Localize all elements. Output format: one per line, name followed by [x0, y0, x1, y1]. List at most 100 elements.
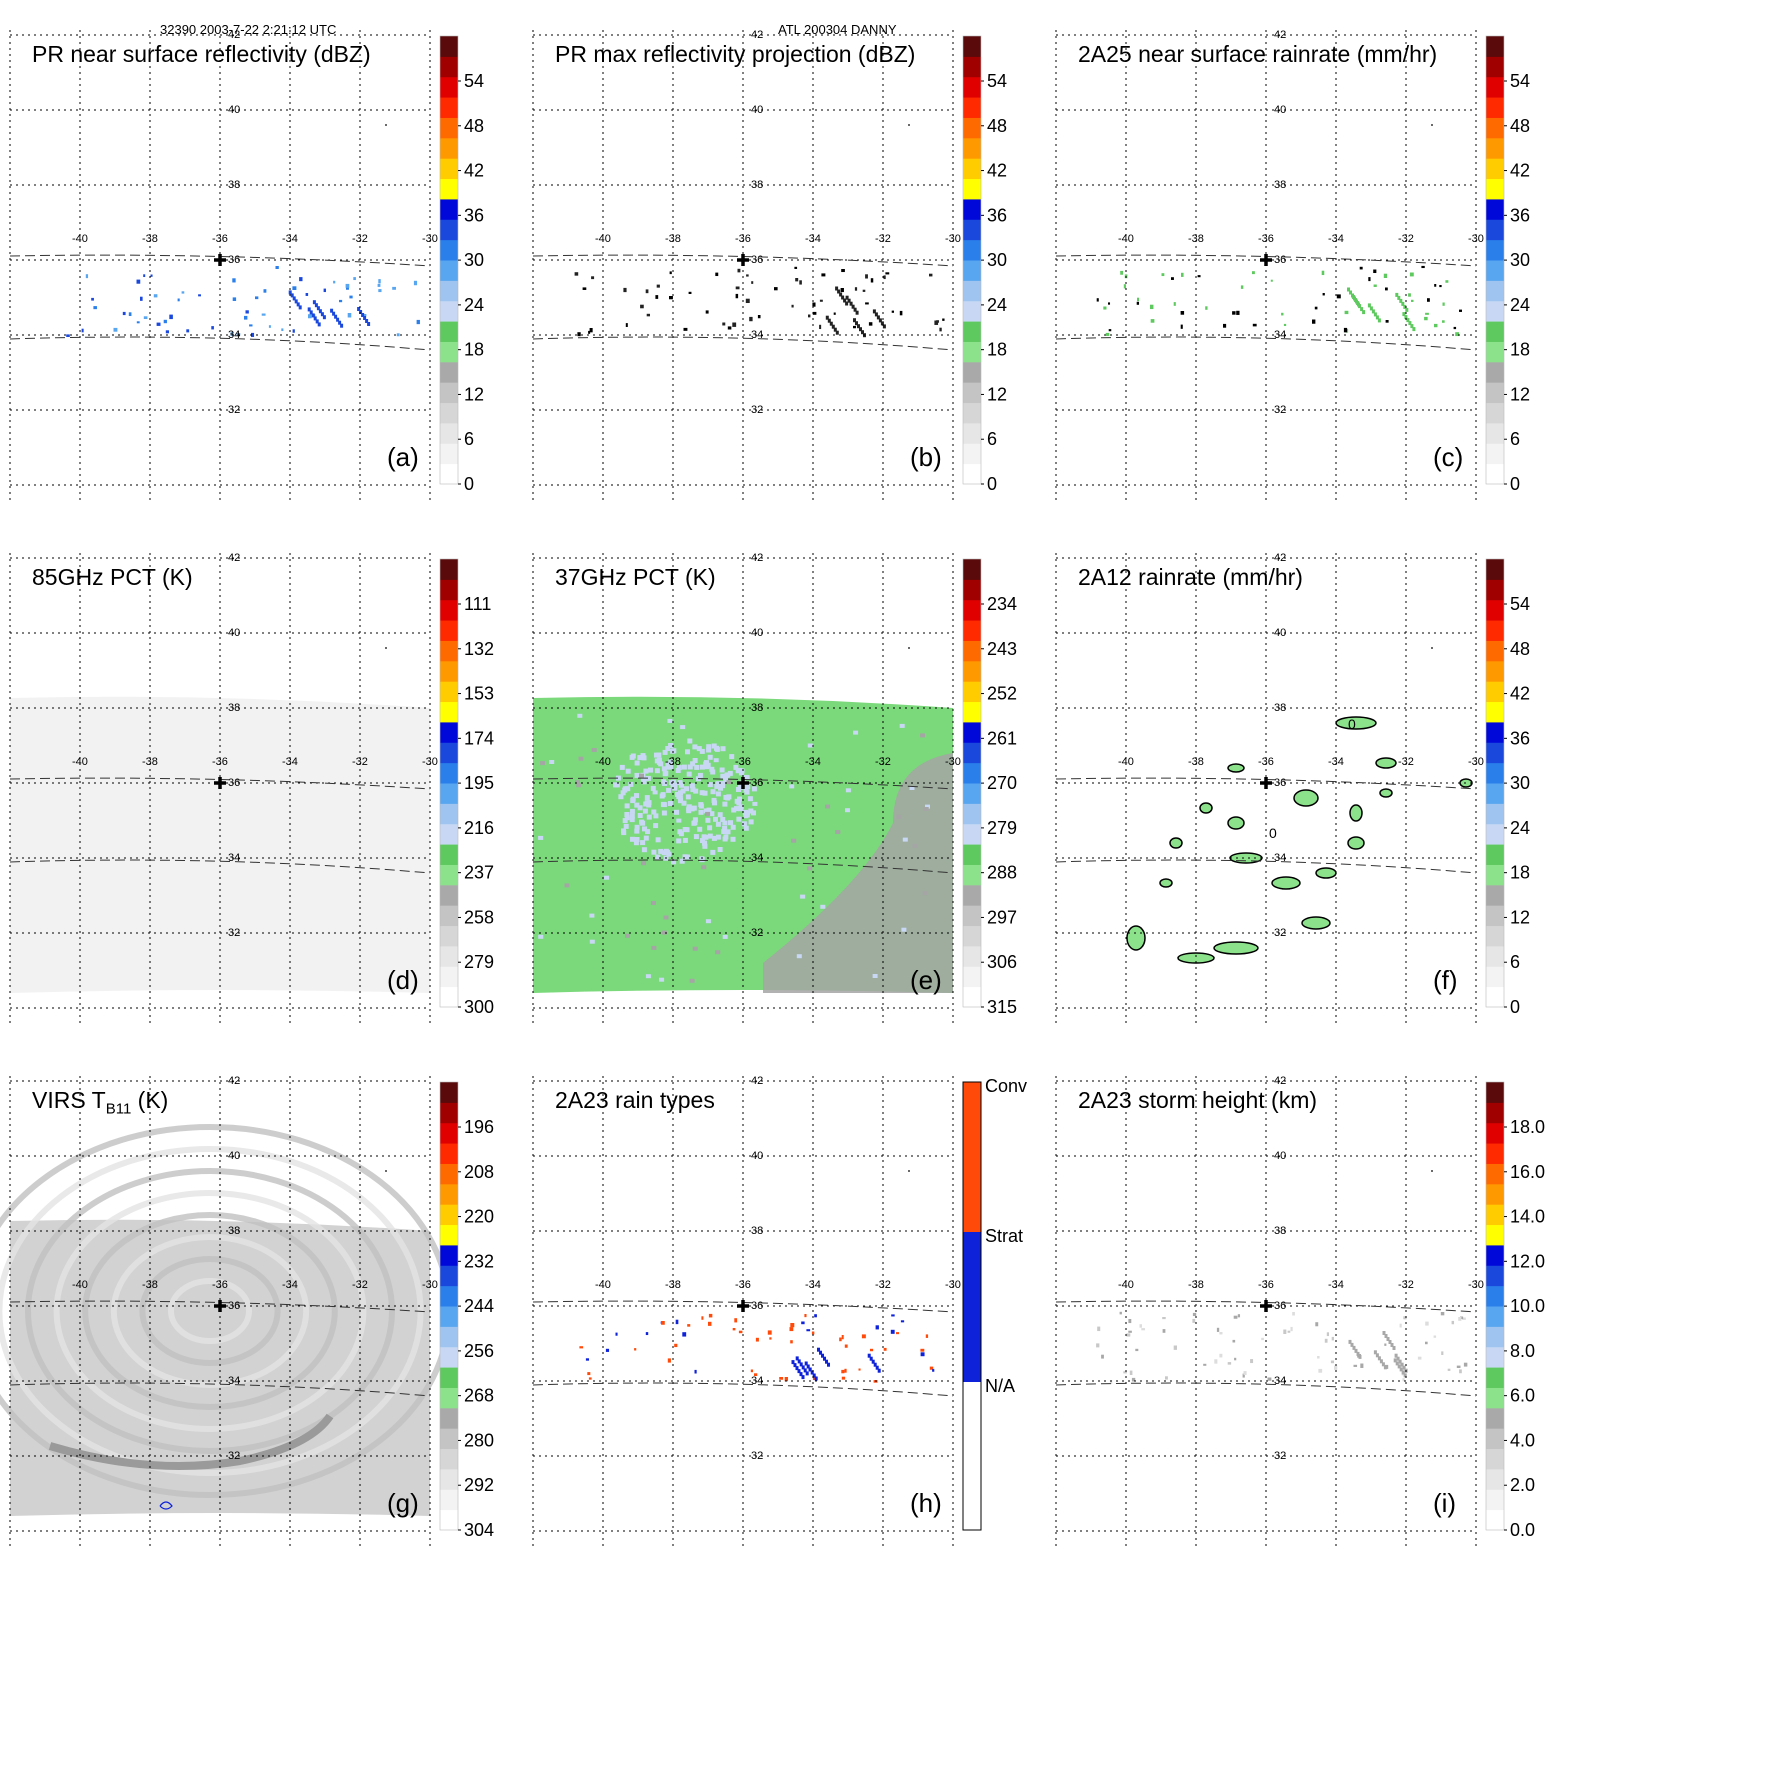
panel-c-lat-label: 38	[1274, 179, 1286, 191]
panel-e-scattering-pixel	[692, 817, 698, 823]
panel-c-graticule: -40 -38 -36 -34 -32 -30 42 40 38 36 34 32	[1055, 29, 1484, 502]
panel-e-scattering-pixel	[707, 754, 713, 760]
panel-i-precip-pixel	[1096, 1343, 1100, 1348]
panel-e-scattering-pixel	[729, 754, 735, 760]
panel-e-scattering-pixel	[707, 825, 713, 831]
panel-e-scattering-pixel	[690, 787, 696, 793]
panel-g-lon-label: -34	[282, 1279, 298, 1291]
panel-e-lon-label: -30	[945, 756, 961, 768]
panel-c-rainband-pixel	[1412, 327, 1416, 332]
panel-i-rainband-pixel	[1395, 1361, 1399, 1366]
panel-i-precip-pixel	[1456, 1365, 1461, 1368]
panel-b-colorbar-segment-18	[963, 97, 981, 118]
panel-f-colorbar-segment-18	[1486, 620, 1504, 641]
panel-a-precip-pixel	[211, 326, 214, 330]
panel-h-lat-label: 36	[751, 1300, 763, 1312]
panel-a-precip-pixel	[377, 283, 381, 287]
panel-a-colorbar-segment-19	[440, 76, 458, 98]
panel-f-colorbar-segment-11	[1486, 762, 1504, 784]
panel-h-rainband-pixel	[804, 1361, 808, 1366]
panel-f-lat-label: 40	[1274, 627, 1286, 639]
panel-a-colorbar-tick: 6	[464, 429, 474, 449]
panel-h-precip-pixel	[661, 1321, 665, 1325]
panel-i-colorbar-segment-17	[1486, 1163, 1504, 1185]
panel-a-precip-pixel	[236, 333, 241, 336]
panel-h-precip-pixel	[675, 1319, 679, 1325]
panel-e-scattering-pixel	[752, 801, 758, 806]
panel-c-colorbar-segment-13	[1486, 198, 1504, 220]
panel-h-rainband-pixel	[793, 1363, 797, 1368]
panel-b-rainband-pixel	[849, 301, 853, 306]
panel-h-rainband-pixel	[791, 1360, 795, 1365]
panel-e-scattering-pixel	[807, 866, 813, 871]
panel-g-colorbar-segment-6	[440, 1387, 458, 1409]
panel-b-lat-label: 40	[751, 104, 763, 116]
panel-a-precip-pixel	[136, 321, 140, 324]
panel-b-precip-pixel	[589, 328, 593, 333]
panel-d-colorbar-segment-11	[440, 762, 458, 784]
panel-e-scattering-pixel	[789, 784, 795, 789]
panel-h-rainband-pixel	[875, 1365, 879, 1370]
panel-g-colorbar-segment-8	[440, 1346, 458, 1368]
panel-h-rainband-pixel	[823, 1356, 826, 1361]
panel-e-colorbar-segment-21	[963, 559, 981, 580]
panel-b-precip-pixels	[574, 266, 945, 338]
panel-h-precip-pixel	[790, 1340, 793, 1344]
panel-a-precip-pixels	[66, 266, 420, 337]
panel-e-scattering-pixel	[625, 768, 631, 774]
panel-i-precip-pixel	[1459, 1369, 1462, 1374]
panel-i-precip-pixel	[1384, 1343, 1387, 1346]
panel-c-precip-pixel	[1180, 311, 1185, 315]
panel-b-precip-pixel	[645, 289, 649, 294]
panel-h-island	[908, 1170, 910, 1172]
panel-i-precip-pixel	[1219, 1353, 1223, 1358]
panel-f-colorbar-segment-3	[1486, 925, 1504, 947]
panel-e-scattering-pixel	[742, 809, 748, 815]
panel-c-precip-pixel	[1383, 273, 1388, 278]
panel-c-swath-edge-south	[1055, 336, 1477, 351]
panel-d-colorbar-segment-1	[440, 966, 458, 988]
panel-c-precip-pixel	[1120, 270, 1124, 275]
panel-e-scattering-pixel	[639, 773, 644, 778]
panel-i-precip-pixel	[1425, 1341, 1428, 1345]
panel-f-colorbar-segment-5	[1486, 884, 1504, 906]
panel-d-colorbar-segment-19	[440, 599, 458, 621]
panel-g-colorbar-segment-3	[440, 1448, 458, 1470]
panel-e-lat-label: 32	[751, 927, 763, 939]
panel-a-colorbar-segment-2	[440, 422, 458, 444]
panel-g-colorbar-segment-2	[440, 1468, 458, 1490]
panel-b-rainband-pixel	[831, 324, 835, 329]
panel-e-scattering-pixel	[686, 804, 692, 810]
panel-f-colorbar-segment-6	[1486, 864, 1504, 886]
panel-i-precip-pixel	[1267, 1377, 1272, 1381]
panel-i-precip-pixel	[1141, 1328, 1146, 1331]
panel-e-scattering-pixel	[738, 770, 744, 776]
panel-b-colorbar-tick: 48	[987, 116, 1007, 136]
panel-f-rain-patch	[1293, 789, 1319, 807]
panel-a-rainband-pixel	[367, 322, 371, 326]
panel-b-lat-label: 34	[751, 329, 763, 341]
panel-e-scattering-pixel	[646, 800, 652, 806]
panel-f-colorbar: 54 48 42 36 30 24 18 12 6 0	[1485, 558, 1530, 1017]
panel-a-colorbar-segment-9	[440, 280, 458, 302]
panel-h-rainband-pixel	[812, 1373, 816, 1378]
panel-e-scattering-pixel	[674, 809, 679, 815]
panel-c-rainband-pixel	[1404, 315, 1408, 320]
panel-b-colorbar-tick: 18	[987, 340, 1007, 360]
panel-i-precip-pixel	[1290, 1326, 1293, 1332]
panel-a-precip-pixel	[261, 313, 266, 316]
panel-c-precip-pixel	[1385, 320, 1389, 323]
panel-g-lon-label: -40	[72, 1279, 88, 1291]
panel-e-scattering-pixel	[748, 808, 754, 814]
panel-e-scattering-pixel	[699, 748, 705, 754]
panel-i-lon-label: -38	[1188, 1279, 1204, 1291]
panel-i-precip-pixel	[1173, 1345, 1177, 1350]
panel-a-lat-label: 36	[228, 254, 240, 266]
panel-b-storm-center-marker	[737, 254, 749, 266]
panel-a-colorbar-segment-5	[440, 361, 458, 383]
panel-c-precip-pixel	[1368, 277, 1371, 282]
panel-i-precip-pixel	[1425, 1321, 1429, 1326]
panel-c-lat-label: 42	[1274, 29, 1286, 41]
panel-e-scattering-pixel	[711, 797, 717, 803]
panel-e-colorbar-tick: 234	[987, 594, 1017, 614]
